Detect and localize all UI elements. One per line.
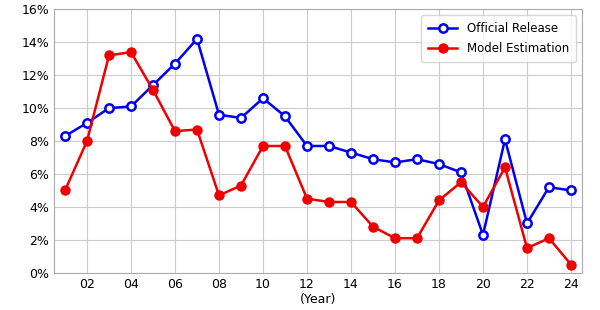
Official Release: [479, 233, 487, 237]
Model Estimation: [325, 200, 332, 204]
Model Estimation: [457, 180, 464, 184]
Official Release: [149, 83, 157, 87]
Model Estimation: [523, 246, 530, 250]
Official Release: [502, 138, 509, 141]
Model Estimation: [502, 166, 509, 169]
Official Release: [545, 185, 553, 189]
Official Release: [281, 114, 289, 118]
Model Estimation: [479, 205, 487, 209]
Official Release: [238, 116, 245, 120]
Legend: Official Release, Model Estimation: Official Release, Model Estimation: [421, 15, 576, 62]
Official Release: [215, 113, 223, 117]
Model Estimation: [413, 236, 421, 240]
Official Release: [413, 157, 421, 161]
Model Estimation: [370, 225, 377, 228]
Official Release: [436, 162, 443, 166]
Official Release: [83, 121, 91, 125]
Model Estimation: [545, 236, 553, 240]
Model Estimation: [106, 54, 113, 57]
Model Estimation: [347, 200, 355, 204]
Model Estimation: [281, 144, 289, 148]
Model Estimation: [568, 263, 575, 266]
Model Estimation: [193, 128, 200, 131]
Model Estimation: [172, 129, 179, 133]
Model Estimation: [83, 139, 91, 143]
Official Release: [127, 104, 134, 108]
Model Estimation: [149, 88, 157, 92]
Official Release: [325, 144, 332, 148]
Official Release: [568, 188, 575, 192]
Line: Official Release: Official Release: [61, 35, 575, 239]
Line: Model Estimation: Model Estimation: [61, 48, 575, 269]
Official Release: [259, 96, 266, 100]
Model Estimation: [304, 197, 311, 201]
Model Estimation: [238, 184, 245, 187]
Official Release: [457, 170, 464, 174]
Text: (Year): (Year): [300, 293, 336, 306]
Model Estimation: [61, 188, 68, 192]
Model Estimation: [391, 236, 398, 240]
Official Release: [304, 144, 311, 148]
Official Release: [172, 62, 179, 65]
Model Estimation: [215, 193, 223, 197]
Official Release: [370, 157, 377, 161]
Official Release: [106, 106, 113, 110]
Model Estimation: [259, 144, 266, 148]
Official Release: [193, 37, 200, 41]
Official Release: [391, 161, 398, 164]
Model Estimation: [127, 50, 134, 54]
Model Estimation: [436, 198, 443, 202]
Official Release: [347, 151, 355, 154]
Official Release: [523, 222, 530, 225]
Official Release: [61, 134, 68, 138]
